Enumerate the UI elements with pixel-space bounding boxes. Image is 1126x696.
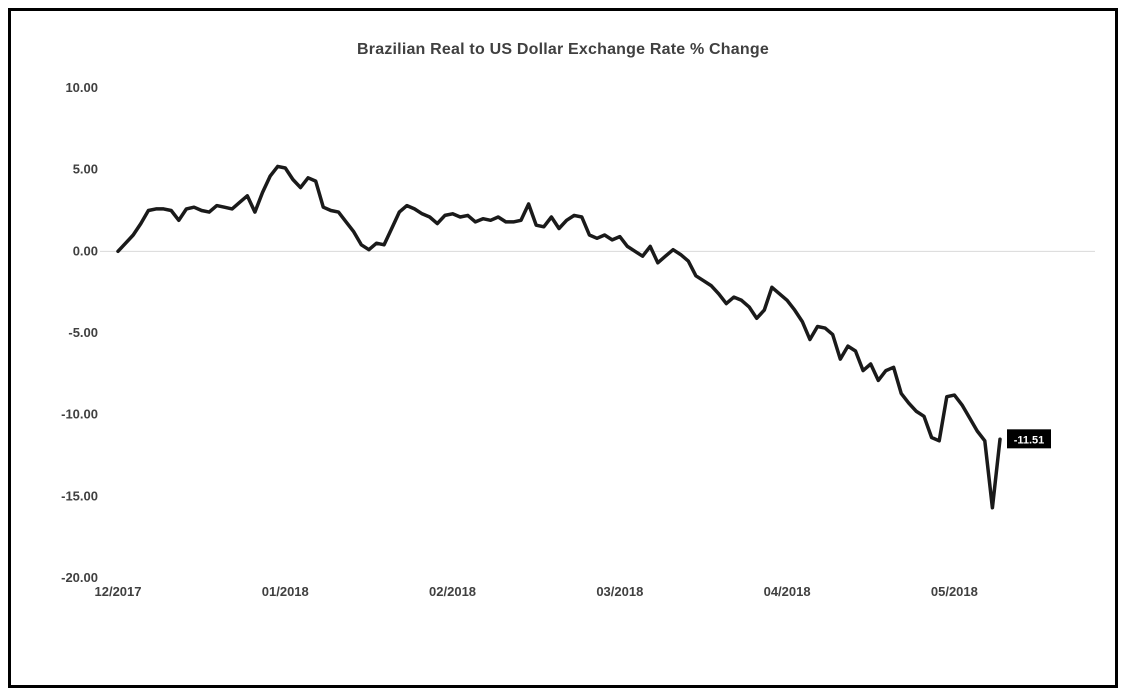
x-tick-label: 12/2017: [95, 584, 142, 599]
y-tick-label: -20.00: [61, 570, 98, 585]
end-data-label-bg: [1007, 429, 1051, 449]
x-tick-label: 05/2018: [931, 584, 978, 599]
end-data-label: -11.51: [1014, 434, 1045, 446]
y-tick-label: -5.00: [68, 325, 98, 340]
chart-frame: Brazilian Real to US Dollar Exchange Rat…: [8, 8, 1118, 688]
chart-title: Brazilian Real to US Dollar Exchange Rat…: [357, 41, 769, 58]
y-tick-label: -15.00: [61, 488, 98, 503]
y-tick-label: 0.00: [73, 243, 98, 258]
x-tick-label: 01/2018: [262, 584, 309, 599]
series-line: [116, 164, 1002, 510]
y-tick-label: -10.00: [61, 407, 98, 422]
y-tick-label: 10.00: [65, 80, 98, 95]
x-tick-label: 02/2018: [429, 584, 476, 599]
x-tick-label: 03/2018: [596, 584, 643, 599]
y-tick-label: 5.00: [73, 162, 98, 177]
x-tick-label: 04/2018: [764, 584, 811, 599]
